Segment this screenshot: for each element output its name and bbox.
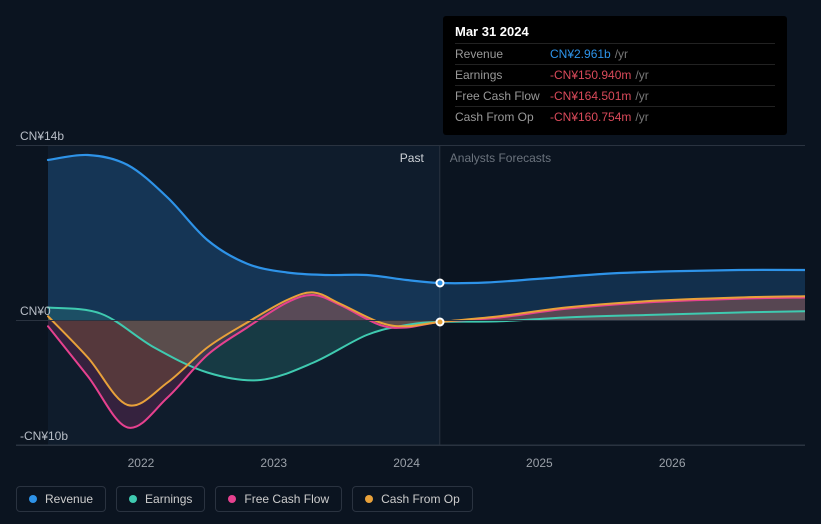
x-axis-tick: 2023	[260, 456, 287, 470]
legend-item[interactable]: Revenue	[16, 486, 106, 512]
legend-dot-icon	[129, 495, 137, 503]
x-axis-tick: 2024	[393, 456, 420, 470]
gridline	[16, 445, 805, 446]
tooltip-label: Revenue	[455, 47, 550, 61]
x-axis-tick: 2025	[526, 456, 553, 470]
y-axis-label: CN¥14b	[20, 129, 64, 143]
tooltip-value: -CN¥164.501m	[550, 89, 631, 103]
chart-marker	[435, 279, 444, 288]
legend-dot-icon	[29, 495, 37, 503]
legend-label: Earnings	[145, 492, 192, 506]
x-axis-tick: 2022	[128, 456, 155, 470]
tooltip-label: Free Cash Flow	[455, 89, 550, 103]
earnings-revenue-chart[interactable]: CN¥14b CN¥0 -CN¥10b Past Analysts Forecasts	[16, 120, 805, 460]
past-label: Past	[400, 151, 424, 165]
legend-dot-icon	[365, 495, 373, 503]
y-axis-label: CN¥0	[20, 304, 51, 318]
gridline	[16, 320, 805, 321]
chart-tooltip: Mar 31 2024 RevenueCN¥2.961b/yrEarnings-…	[443, 16, 787, 135]
legend-item[interactable]: Free Cash Flow	[215, 486, 342, 512]
gridline	[16, 145, 805, 146]
legend-item[interactable]: Cash From Op	[352, 486, 473, 512]
tooltip-row: Earnings-CN¥150.940m/yr	[455, 64, 775, 85]
legend-label: Free Cash Flow	[244, 492, 329, 506]
legend-label: Revenue	[45, 492, 93, 506]
x-axis-tick: 2026	[659, 456, 686, 470]
tooltip-suffix: /yr	[635, 89, 648, 103]
legend-dot-icon	[228, 495, 236, 503]
legend-label: Cash From Op	[381, 492, 460, 506]
tooltip-date: Mar 31 2024	[455, 24, 775, 39]
tooltip-value: CN¥2.961b	[550, 47, 611, 61]
chart-legend: Revenue Earnings Free Cash Flow Cash From O…	[16, 486, 473, 512]
chart-marker	[435, 318, 444, 327]
tooltip-row: RevenueCN¥2.961b/yr	[455, 43, 775, 64]
x-axis: 2022 2023 2024 2025 2026	[16, 456, 805, 472]
tooltip-row: Free Cash Flow-CN¥164.501m/yr	[455, 85, 775, 106]
legend-item[interactable]: Earnings	[116, 486, 205, 512]
tooltip-value: -CN¥150.940m	[550, 68, 631, 82]
tooltip-label: Earnings	[455, 68, 550, 82]
forecast-label: Analysts Forecasts	[450, 151, 551, 165]
tooltip-rows: RevenueCN¥2.961b/yrEarnings-CN¥150.940m/…	[455, 43, 775, 127]
y-axis-label: -CN¥10b	[20, 429, 68, 443]
chart-svg	[16, 120, 805, 460]
tooltip-suffix: /yr	[635, 68, 648, 82]
tooltip-suffix: /yr	[615, 47, 628, 61]
